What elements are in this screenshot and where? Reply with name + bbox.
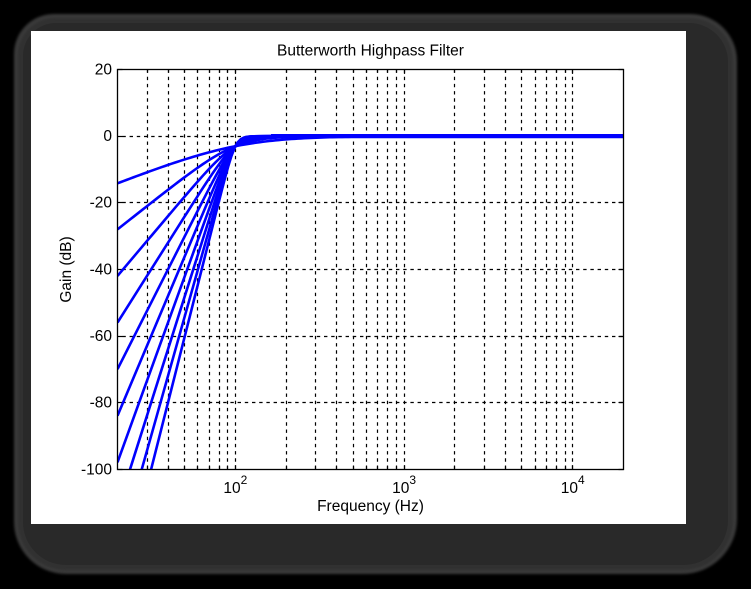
svg-text:103: 103 [392, 473, 416, 497]
svg-text:Frequency (Hz): Frequency (Hz) [317, 498, 424, 515]
svg-text:102: 102 [223, 473, 247, 497]
svg-text:-80: -80 [90, 395, 113, 412]
svg-text:Gain (dB): Gain (dB) [58, 236, 75, 302]
svg-text:20: 20 [95, 61, 113, 78]
svg-text:-20: -20 [90, 195, 113, 212]
svg-text:-100: -100 [81, 461, 112, 478]
svg-text:-60: -60 [90, 328, 113, 345]
svg-text:104: 104 [561, 473, 585, 497]
svg-text:-40: -40 [90, 261, 113, 278]
svg-text:Butterworth Highpass Filter: Butterworth Highpass Filter [277, 43, 464, 60]
svg-text:0: 0 [103, 128, 112, 145]
